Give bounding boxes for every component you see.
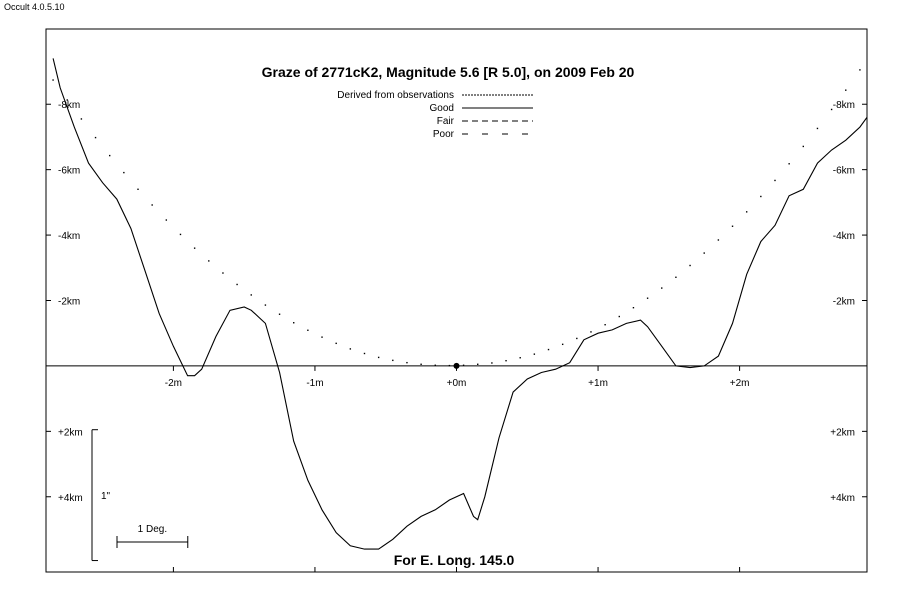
longitude-footer: For E. Long. 145.0 [394, 552, 515, 568]
dotted-curve-point [604, 324, 606, 326]
dotted-curve-point [250, 294, 252, 296]
y-tick-label-left: -8km [58, 100, 80, 111]
dotted-curve-point [179, 233, 182, 236]
dotted-curve-point [632, 306, 635, 309]
dotted-curve-point [760, 195, 762, 198]
dotted-curve-point [66, 99, 68, 101]
y-tick-label-right: -6km [833, 166, 855, 177]
dotted-curve-point [646, 297, 649, 299]
y-tick-label-right: +2km [830, 427, 855, 438]
dotted-curve-point [208, 260, 210, 262]
dotted-curve-point [859, 69, 861, 71]
dotted-curve-point [675, 276, 677, 278]
y-tick-label-left: +4km [58, 493, 83, 504]
dotted-curve-point [477, 363, 479, 365]
legend-label: Poor [433, 129, 455, 140]
x-tick-label: +2m [730, 378, 750, 389]
dotted-curve-point [533, 353, 536, 355]
dotted-curve-point [462, 364, 465, 366]
y-tick-label-right: -8km [833, 100, 855, 111]
dotted-curve-point [845, 89, 847, 91]
dotted-curve-point [94, 136, 97, 139]
dotted-curve-point [236, 283, 238, 286]
dotted-curve-point [363, 352, 366, 355]
horizontal-scale-label: 1 Deg. [138, 524, 167, 535]
dotted-curve-point [774, 179, 776, 182]
dotted-curve-point [618, 315, 620, 318]
dotted-curve-point [689, 264, 691, 267]
dotted-curve-point [816, 127, 819, 130]
dotted-curve-point [151, 204, 153, 206]
dotted-curve-point [278, 313, 281, 315]
dotted-curve-point [80, 118, 83, 120]
y-tick-label-left: -2km [58, 297, 80, 308]
dotted-curve-point [137, 188, 139, 190]
dotted-curve-point [377, 356, 380, 359]
dotted-curve [52, 69, 861, 367]
dotted-curve-point [123, 171, 125, 174]
x-tick-label: +1m [588, 378, 608, 389]
dotted-curve-point [406, 361, 408, 364]
dotted-curve-point [321, 336, 323, 338]
dotted-curve-point [307, 329, 309, 331]
y-tick-label-right: +4km [830, 493, 855, 504]
dotted-curve-point [434, 364, 436, 366]
dotted-curve-point [505, 359, 507, 362]
y-tick-label-left: -4km [58, 231, 80, 242]
dotted-curve-point [661, 287, 663, 289]
center-marker [453, 362, 460, 369]
dotted-curve-point [731, 225, 734, 227]
dotted-curve-point [802, 145, 805, 148]
y-tick-label-right: -2km [833, 297, 855, 308]
y-tick-label-left: -6km [58, 166, 80, 177]
dotted-curve-point [703, 252, 705, 254]
legend: Derived from observations Good Fair Poor [337, 90, 533, 140]
dotted-curve-point [222, 272, 224, 274]
dotted-curve-point [392, 359, 394, 362]
legend-label: Good [430, 103, 454, 114]
dotted-curve-point [491, 362, 493, 364]
dotted-curve-point [293, 322, 295, 324]
dotted-curve-point [590, 331, 592, 333]
limb-profile-line [52, 58, 867, 550]
dotted-curve-point [349, 348, 352, 350]
dotted-curve-point [335, 342, 337, 345]
dotted-curve-point [561, 343, 564, 346]
dotted-curve-point [717, 239, 720, 241]
dotted-curve-point [547, 348, 550, 351]
dotted-curve-point [165, 219, 168, 221]
legend-label: Fair [437, 116, 455, 127]
vertical-scale-label: 1" [101, 491, 111, 502]
scale-bars: 1" 1 Deg. [91, 429, 189, 562]
x-tick-label: +0m [447, 378, 467, 389]
dotted-curve-point [745, 211, 748, 213]
dotted-curve-point [52, 79, 54, 81]
y-tick-labels: -8km -8km -6km -6km -4km -4km -2km -2km +2km +2km… [58, 100, 855, 504]
dotted-curve-point [264, 304, 267, 306]
app-version-label: Occult 4.0.5.10 [4, 2, 65, 12]
chart-title: Graze of 2771cK2, Magnitude 5.6 [R 5.0],… [262, 64, 635, 80]
dotted-curve-point [788, 163, 790, 165]
x-tick-label: -2m [165, 378, 182, 389]
x-tick-label: -1m [306, 378, 323, 389]
dotted-curve-point [576, 337, 578, 340]
dotted-curve-point [830, 108, 833, 111]
dotted-curve-point [108, 154, 111, 157]
tick-marks [46, 103, 867, 572]
y-tick-label-right: -4km [833, 231, 855, 242]
legend-label: Derived from observations [337, 90, 454, 101]
dotted-curve-point [193, 247, 196, 249]
y-tick-label-left: +2km [58, 427, 83, 438]
dotted-curve-point [420, 363, 422, 365]
dotted-curve-point [519, 357, 521, 359]
x-tick-labels: -2m -1m +0m +1m +2m [165, 378, 750, 389]
